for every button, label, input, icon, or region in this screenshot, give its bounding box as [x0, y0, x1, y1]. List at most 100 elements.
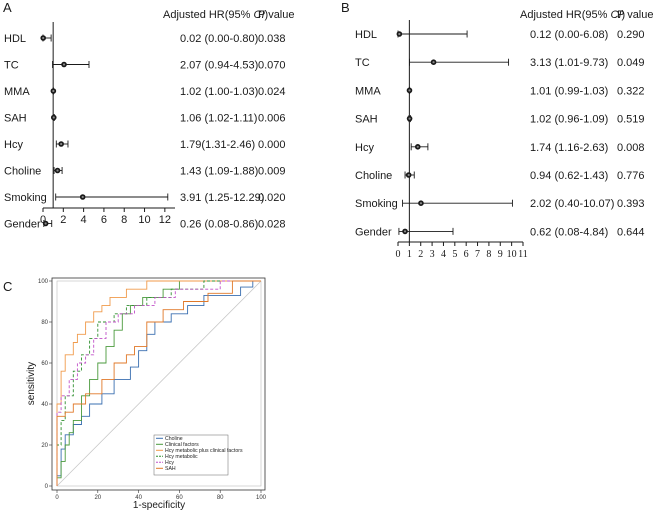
row-hr-ci: 3.13 (1.01-9.73): [530, 57, 608, 69]
row-p-value: 0.020: [258, 192, 286, 204]
row-p-value: 0.000: [258, 139, 286, 151]
row-hr-ci: 0.94 (0.62-1.43): [530, 170, 608, 182]
row-label: Gender: [4, 219, 41, 231]
x-tick-label: 10: [138, 214, 150, 226]
x-tick-label: 0: [55, 495, 59, 501]
x-tick-label: 4: [441, 249, 446, 260]
row-p-value: 0.644: [617, 226, 645, 238]
row-p-value: 0.006: [258, 113, 286, 125]
row-p-value: 0.049: [617, 57, 645, 69]
row-hr-ci: 0.62 (0.08-4.84): [530, 226, 608, 238]
row-label: Choline: [4, 166, 41, 178]
row-p-value: 0.070: [258, 60, 286, 72]
row-label: HDL: [4, 33, 26, 45]
legend-entry: Hcy metabolic plus clinical factors: [165, 448, 243, 454]
hr-point-highlight: [42, 36, 45, 40]
row-hr-ci: 1.01 (0.99-1.03): [530, 85, 608, 97]
y-tick-label: 0: [45, 484, 49, 490]
row-hr-ci: 1.43 (1.09-1.88): [180, 166, 258, 178]
header-p-value: P value: [258, 9, 295, 21]
x-tick-label: 80: [217, 495, 224, 501]
y-tick-label: 20: [41, 443, 48, 449]
x-tick-label: 100: [256, 495, 267, 501]
header-hr-ci: Adjusted HR(95% CI): [520, 9, 625, 21]
row-label: TC: [4, 60, 19, 72]
x-tick-label: 1: [407, 249, 412, 260]
hr-point-highlight: [44, 222, 47, 225]
row-label: Hcy: [4, 139, 23, 151]
hr-point-highlight: [56, 169, 59, 172]
row-label: MMA: [355, 85, 381, 97]
x-tick-label: 4: [81, 214, 87, 226]
hr-point-highlight: [60, 142, 63, 146]
hr-point-highlight: [408, 117, 411, 120]
legend-entry: SAH: [165, 466, 176, 472]
row-p-value: 0.322: [617, 85, 645, 97]
row-p-value: 0.519: [617, 114, 645, 126]
panel-label: B: [341, 0, 350, 15]
row-hr-ci: 0.12 (0.00-6.08): [530, 29, 608, 41]
x-tick-label: 3: [430, 249, 435, 260]
row-p-value: 0.008: [617, 142, 645, 154]
y-tick-label: 40: [41, 402, 48, 408]
panel-c: C 0 20 40 60 80 100 0 20 40 60 80 100 1-specificity se…: [3, 277, 267, 511]
row-hr-ci: 1.06 (1.02-1.11): [180, 113, 257, 125]
x-tick-label: 7: [475, 249, 480, 260]
legend-entry: Choline: [165, 436, 183, 442]
x-tick-label: 6: [101, 214, 107, 226]
hr-point-highlight: [62, 63, 66, 66]
y-tick-label: 80: [41, 320, 48, 326]
row-label: MMA: [4, 86, 30, 98]
hr-point-highlight: [81, 195, 84, 199]
row-p-value: 0.776: [617, 170, 645, 182]
x-tick-label: 10: [507, 249, 517, 260]
row-label: Hcy: [355, 142, 374, 154]
row-p-value: 0.038: [258, 33, 286, 45]
row-p-value: 0.024: [258, 86, 286, 98]
row-hr-ci: 2.02 (0.40-10.07): [530, 198, 614, 210]
row-hr-ci: 1.02 (0.96-1.09): [530, 114, 608, 126]
row-hr-ci: 2.07 (0.94-4.53): [180, 60, 258, 72]
hr-point-highlight: [52, 116, 55, 119]
panel-a: A Adjusted HR(95% CI)P value 0 2 4 6 8 10 12 HDL 0…: [3, 0, 295, 231]
roc-curve: [56, 280, 261, 486]
row-p-value: 0.393: [617, 198, 645, 210]
x-tick-label: 12: [159, 214, 171, 226]
header-p-value: P value: [617, 9, 654, 21]
row-p-value: 0.009: [258, 166, 286, 178]
row-hr-ci: 1.79(1.31-2.46): [180, 139, 255, 151]
x-tick-label: 2: [60, 214, 66, 226]
y-tick-label: 100: [38, 279, 49, 285]
x-axis-label: 1-specificity: [133, 500, 185, 511]
row-hr-ci: 1.02 (1.00-1.03): [180, 86, 258, 98]
row-label: Smoking: [355, 198, 398, 210]
x-tick-label: 0: [40, 214, 46, 226]
hr-point-highlight: [432, 61, 435, 64]
row-hr-ci: 3.91 (1.25-12.29): [180, 192, 264, 204]
row-hr-ci: 0.26 (0.08-0.86): [180, 219, 258, 231]
x-tick-label: 20: [94, 495, 101, 501]
row-label: SAH: [4, 113, 27, 125]
hr-point-highlight: [408, 89, 411, 92]
roc-curve: [56, 280, 261, 486]
hr-point-highlight: [416, 145, 419, 148]
x-tick-label: 2: [418, 249, 423, 260]
hr-point-highlight: [52, 89, 55, 93]
hr-point-highlight: [419, 202, 423, 205]
row-label: Smoking: [4, 192, 47, 204]
row-label: Gender: [355, 226, 392, 238]
row-label: HDL: [355, 29, 377, 41]
header-hr-ci: Adjusted HR(95% CI): [163, 9, 268, 21]
row-label: TC: [355, 57, 370, 69]
x-tick-label: 11: [518, 249, 528, 260]
x-tick-label: 60: [176, 495, 183, 501]
row-p-value: 0.028: [258, 219, 286, 231]
hr-point-highlight: [407, 173, 410, 177]
x-tick-label: 8: [121, 214, 127, 226]
x-tick-label: 6: [464, 249, 469, 260]
reference-diagonal: [56, 280, 262, 487]
row-label: SAH: [355, 114, 378, 126]
y-tick-label: 60: [41, 361, 48, 367]
hr-point-highlight: [398, 32, 401, 36]
